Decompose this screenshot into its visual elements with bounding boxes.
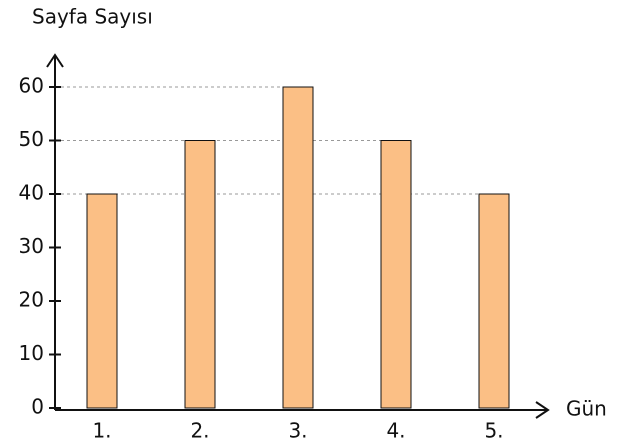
y-arrow bbox=[46, 53, 64, 68]
bar bbox=[380, 140, 412, 409]
y-tick-label: 20 bbox=[19, 288, 44, 312]
y-tick-label: 0 bbox=[31, 395, 44, 419]
y-tick-label: 50 bbox=[19, 127, 44, 151]
x-tick-label: 2. bbox=[190, 419, 209, 443]
x-tick-label: 3. bbox=[288, 419, 307, 443]
bar bbox=[184, 140, 216, 409]
y-tick-label: 40 bbox=[19, 181, 44, 205]
bar bbox=[478, 193, 510, 409]
x-arrow bbox=[535, 401, 550, 419]
bar bbox=[282, 86, 314, 409]
x-tick-label: 1. bbox=[92, 419, 111, 443]
x-tick-label: 5. bbox=[484, 419, 503, 443]
x-tick-label: 4. bbox=[386, 419, 405, 443]
y-tick-label: 60 bbox=[19, 74, 44, 98]
x-axis-label: Gün bbox=[566, 397, 607, 421]
y-tick-label: 30 bbox=[19, 234, 44, 258]
y-tick-label: 10 bbox=[19, 341, 44, 365]
bar bbox=[86, 193, 118, 409]
y-axis-label: Sayfa Sayısı bbox=[32, 5, 153, 29]
